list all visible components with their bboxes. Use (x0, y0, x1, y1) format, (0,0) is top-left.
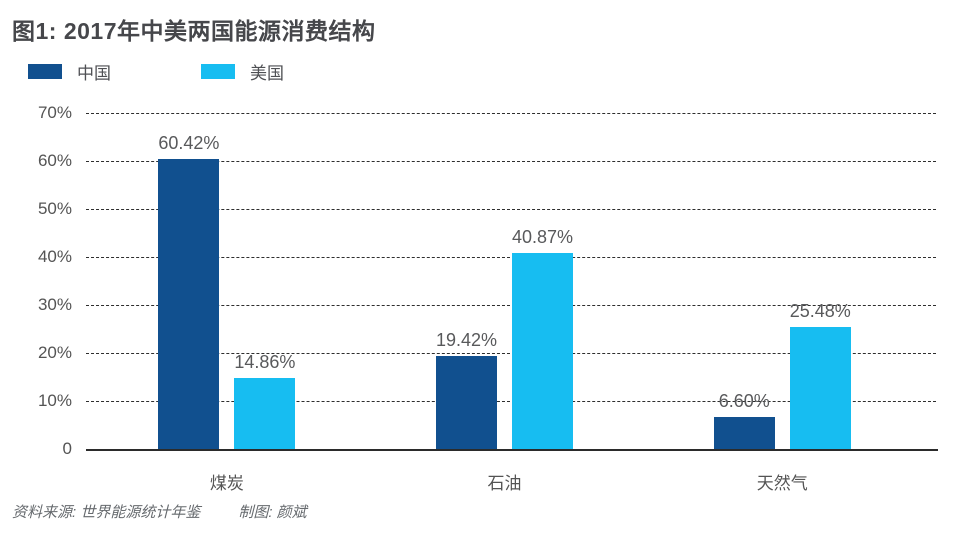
source-text: 资料来源: 世界能源统计年鉴 (12, 504, 201, 521)
y-axis-tick: 40% (37, 247, 72, 266)
bar-value-label: 25.48% (789, 300, 851, 321)
gridline (86, 401, 936, 402)
y-axis-tick: 0 (62, 439, 72, 458)
credit-text: 制图: 颜斌 (238, 504, 307, 521)
source-note: 资料来源: 世界能源统计年鉴 制图: 颜斌 (12, 501, 307, 522)
bar (789, 326, 851, 449)
bar (436, 355, 498, 449)
x-axis-label: 天然气 (756, 474, 808, 493)
bar-value-label: 14.86% (234, 351, 296, 372)
bar-value-label: 19.42% (436, 329, 498, 350)
gridline (86, 161, 936, 162)
y-axis-tick: 20% (37, 343, 72, 362)
bar-value-label: 60.42% (158, 132, 220, 153)
legend-swatch-china (28, 64, 62, 79)
bar (158, 158, 220, 449)
y-axis-tick: 10% (37, 391, 72, 410)
chart-title: 图1: 2017年中美两国能源消费结构 (12, 18, 376, 44)
gridline (86, 113, 936, 114)
bar (713, 417, 775, 449)
legend-swatch-usa (201, 64, 235, 79)
y-axis-tick: 50% (37, 199, 72, 218)
gridline (86, 305, 936, 306)
legend-label-usa: 美国 (250, 64, 284, 83)
y-axis-tick: 30% (37, 295, 72, 314)
legend-item-usa: 美国 (201, 59, 284, 84)
bar-value-label: 6.60% (718, 391, 770, 412)
x-axis-label: 石油 (487, 474, 522, 493)
y-axis-tick: 70% (37, 103, 72, 122)
bar-value-label: 40.87% (512, 226, 574, 247)
legend-item-china: 中国 (28, 59, 111, 84)
gridline (86, 353, 936, 354)
gridline (86, 209, 936, 210)
gridline (86, 257, 936, 258)
x-axis-baseline (86, 449, 938, 451)
legend: 中国 美国 (28, 59, 284, 84)
y-axis-tick: 60% (37, 151, 72, 170)
bar (234, 377, 296, 449)
legend-label-china: 中国 (77, 64, 111, 83)
x-axis-label: 煤炭 (209, 474, 244, 493)
bar (512, 252, 574, 449)
